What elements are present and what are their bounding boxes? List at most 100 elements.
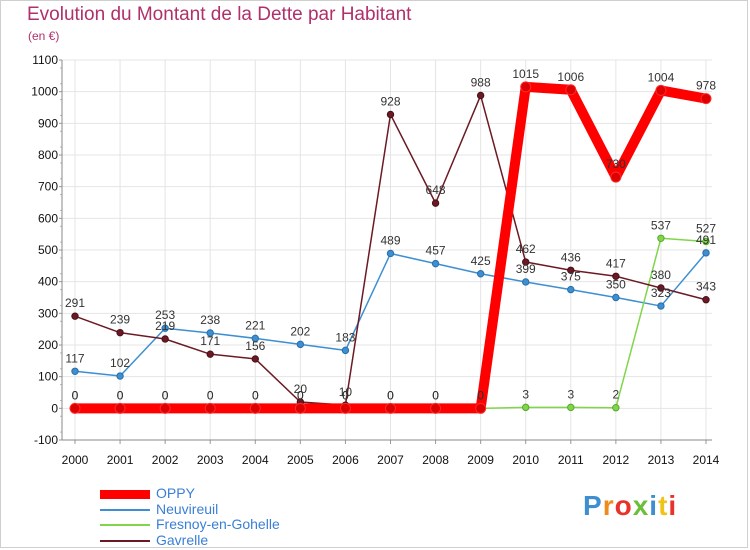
data-point-fresnoy-en-gohelle: [657, 234, 665, 242]
data-label-neuvireuil: 238: [200, 313, 220, 327]
brand-letter: i: [668, 490, 678, 521]
data-point-gavrelle: [386, 110, 395, 119]
data-label-fresnoy-en-gohelle: 0: [432, 388, 439, 402]
data-point-gavrelle: [206, 350, 214, 358]
data-label-gavrelle: 20: [294, 382, 308, 396]
data-label-fresnoy-en-gohelle: 0: [117, 388, 124, 402]
data-point-gavrelle: [116, 328, 124, 337]
legend-label: Fresnoy-en-Gohelle: [156, 516, 280, 532]
data-point-oppy: [249, 402, 261, 414]
x-tick-label: 2000: [62, 453, 89, 467]
data-point-oppy: [204, 402, 216, 414]
data-point-oppy: [114, 402, 126, 414]
legend-swatch: [100, 524, 150, 526]
data-label-gavrelle: 291: [65, 296, 85, 310]
y-tick-label: 200: [38, 338, 58, 352]
data-label-fresnoy-en-gohelle: 0: [72, 388, 79, 402]
data-label-gavrelle: 928: [380, 94, 400, 108]
data-label-gavrelle: 156: [245, 339, 265, 353]
x-tick-label: 2014: [693, 453, 720, 467]
data-point-gavrelle: [657, 284, 665, 292]
legend-label: Neuvireuil: [156, 500, 219, 517]
data-point-fresnoy-en-gohelle: [612, 404, 620, 412]
data-point-gavrelle: [476, 91, 485, 100]
unit-label: (en €): [28, 29, 60, 43]
data-point-gavrelle: [251, 355, 259, 363]
data-point-neuvireuil: [567, 285, 575, 294]
data-label-oppy: 0: [207, 388, 214, 402]
data-point-oppy: [294, 402, 306, 414]
data-label-oppy: 730: [606, 157, 626, 171]
series-layer: [69, 81, 712, 414]
data-label-fresnoy-en-gohelle: 0: [207, 388, 214, 402]
y-tick-label: 700: [38, 180, 58, 194]
data-point-fresnoy-en-gohelle: [522, 403, 530, 412]
data-point-neuvireuil: [206, 329, 214, 337]
data-point-oppy: [475, 402, 487, 414]
data-label-gavrelle: 648: [426, 183, 446, 197]
data-label-oppy: 1006: [557, 70, 584, 84]
data-label-neuvireuil: 350: [606, 278, 626, 292]
data-label-gavrelle: 462: [516, 242, 536, 256]
x-tick-label: 2012: [603, 453, 630, 467]
data-label-neuvireuil: 117: [65, 351, 84, 365]
data-label-oppy: 978: [696, 79, 716, 93]
data-point-neuvireuil: [522, 278, 530, 286]
data-point-neuvireuil: [476, 270, 485, 278]
data-label-oppy: 0: [477, 388, 484, 402]
x-tick-label: 2011: [558, 453, 584, 467]
data-point-neuvireuil: [657, 302, 665, 310]
data-label-oppy: 0: [162, 388, 169, 402]
brand-letter: P: [583, 490, 603, 521]
data-label-oppy: 0: [252, 388, 259, 402]
y-tick-label: 900: [38, 116, 58, 130]
data-point-oppy: [655, 84, 667, 96]
data-label-neuvireuil: 425: [471, 254, 491, 268]
x-tick-label: 2002: [152, 453, 179, 467]
data-label-oppy: 0: [72, 388, 79, 402]
x-tick-label: 2004: [242, 453, 269, 467]
brand-letter: t: [658, 490, 669, 521]
data-point-neuvireuil: [161, 324, 169, 332]
data-point-gavrelle: [567, 266, 575, 274]
x-tick-label: 2006: [332, 453, 359, 467]
data-point-neuvireuil: [341, 346, 350, 355]
legend-label: Gavrelle: [156, 531, 209, 548]
legend-swatch: [100, 539, 150, 542]
data-label-oppy: 1004: [648, 70, 675, 84]
grid: [62, 59, 712, 441]
data-label-neuvireuil: 221: [245, 318, 265, 332]
data-point-neuvireuil: [296, 340, 305, 349]
data-point-gavrelle: [431, 199, 440, 207]
data-label-neuvireuil: 323: [651, 286, 671, 300]
data-label-neuvireuil: 183: [335, 330, 355, 344]
data-label-fresnoy-en-gohelle: 3: [522, 387, 529, 401]
brand-letter: x: [632, 490, 650, 521]
y-tick-label: 0: [51, 401, 58, 415]
data-label-neuvireuil: 202: [290, 324, 310, 338]
data-label-gavrelle: 171: [200, 334, 220, 348]
x-tick-label: 2013: [648, 453, 675, 467]
data-label-oppy: 0: [342, 388, 349, 402]
axes: -100010020030040050060070080090010001100…: [31, 53, 719, 467]
x-tick-label: 2005: [287, 453, 314, 467]
chart-title: Evolution du Montant de la Dette par Hab…: [27, 4, 412, 25]
data-label-fresnoy-en-gohelle: 0: [477, 388, 484, 402]
data-label-fresnoy-en-gohelle: 0: [342, 388, 349, 402]
data-point-gavrelle: [71, 312, 79, 320]
data-point-neuvireuil: [386, 249, 395, 258]
data-label-gavrelle: 219: [155, 319, 175, 333]
data-label-oppy: 0: [297, 388, 304, 402]
data-point-gavrelle: [522, 258, 530, 266]
data-label-neuvireuil: 102: [110, 356, 130, 370]
y-tick-label: 1100: [32, 53, 58, 67]
y-tick-label: 500: [38, 243, 58, 257]
brand-letter: o: [614, 490, 633, 521]
data-label-oppy: 0: [432, 388, 439, 402]
brand-logo: Proxiti: [583, 490, 677, 522]
data-label-fresnoy-en-gohelle: 0: [252, 388, 259, 402]
y-tick-label: 400: [38, 275, 58, 289]
x-tick-label: 2009: [467, 453, 494, 467]
data-point-oppy: [385, 402, 396, 414]
